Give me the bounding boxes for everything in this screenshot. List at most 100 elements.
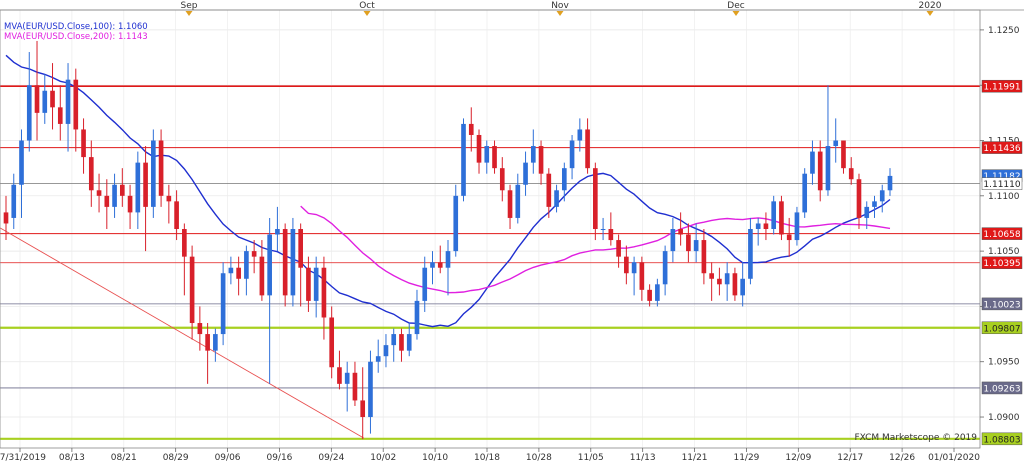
- candle-body-72: [561, 168, 567, 191]
- candle-body-35: [275, 229, 280, 235]
- candle-body-9: [73, 79, 79, 130]
- candle-body-74: [577, 129, 583, 141]
- candle-body-24: [189, 256, 195, 324]
- x-tick-label-12: 11/13: [630, 453, 656, 463]
- month-marker-icon: [926, 11, 934, 16]
- candle-body-1: [11, 184, 17, 218]
- candle-body-17: [135, 162, 141, 213]
- candle-body-44: [344, 372, 350, 384]
- candle-body-48: [375, 356, 381, 362]
- candle-body-18: [143, 162, 148, 207]
- candle-body-19: [151, 140, 156, 207]
- candle-body-75: [585, 129, 590, 169]
- candle-body-92: [717, 278, 722, 285]
- candle-body-84: [655, 284, 660, 301]
- x-tick-label-17: 12/26: [889, 453, 915, 463]
- candle-body-14: [112, 184, 117, 207]
- price-tag-label-7: 1.09807: [983, 324, 1020, 334]
- candle-body-70: [546, 173, 552, 207]
- month-label-1: Oct: [359, 1, 375, 11]
- candle-body-78: [608, 229, 614, 241]
- month-label-4: 2020: [919, 1, 942, 11]
- candle-body-42: [329, 317, 335, 368]
- candle-body-33: [259, 256, 265, 296]
- price-tag-label-3: 1.11110: [983, 180, 1020, 190]
- candle-body-8: [65, 79, 71, 124]
- month-label-2: Nov: [551, 1, 569, 11]
- candle-body-86: [670, 229, 676, 252]
- month-marker-icon: [185, 11, 193, 16]
- month-label-3: Dec: [727, 1, 744, 11]
- legend-ma200: MVA(EUR/USD.Close,200): 1.1143: [4, 32, 148, 42]
- candle-body-113: [879, 190, 885, 202]
- x-tick-label-4: 09/06: [215, 453, 241, 463]
- candle-body-27: [213, 334, 218, 351]
- candle-body-93: [724, 273, 730, 285]
- month-label-0: Sep: [181, 1, 198, 11]
- candle-body-12: [96, 190, 102, 196]
- candle-body-66: [515, 184, 521, 218]
- candle-body-26: [205, 334, 210, 351]
- candles-layer: [3, 40, 893, 440]
- y-tick-label-0: 1.1250: [988, 26, 1020, 36]
- candle-body-90: [701, 240, 707, 274]
- price-tag-bg-6: [981, 297, 1023, 311]
- x-tick-label-2: 08/21: [111, 453, 137, 463]
- candle-body-5: [42, 90, 48, 113]
- candle-body-32: [251, 251, 257, 257]
- candle-body-55: [430, 262, 435, 268]
- candle-body-16: [127, 195, 133, 213]
- candle-body-81: [631, 262, 637, 274]
- candle-body-22: [174, 201, 179, 229]
- candle-body-6: [50, 90, 55, 108]
- candle-body-2: [19, 140, 24, 185]
- candle-body-101: [786, 234, 792, 241]
- x-tick-label-13: 11/21: [682, 453, 708, 463]
- candle-body-85: [662, 251, 668, 285]
- candle-body-99: [771, 201, 777, 229]
- candle-body-100: [779, 201, 784, 235]
- candle-body-7: [57, 107, 63, 124]
- candle-body-0: [3, 212, 9, 224]
- price-tag-bg-8: [981, 381, 1023, 395]
- y-tick-label-6: 1.0950: [988, 358, 1020, 368]
- candle-body-109: [848, 168, 854, 180]
- candle-body-30: [236, 267, 241, 279]
- candle-body-49: [383, 345, 389, 357]
- candle-body-107: [833, 140, 839, 147]
- candle-body-67: [523, 162, 528, 185]
- candle-body-108: [841, 140, 846, 169]
- price-tag-label-9: 1.08803: [983, 435, 1020, 445]
- candle-body-68: [530, 146, 536, 163]
- x-tick-label-16: 12/17: [837, 453, 863, 463]
- price-tag-bg-7: [981, 321, 1023, 335]
- trendline-layer: [0, 227, 364, 439]
- price-tag-bg-4: [981, 227, 1023, 240]
- x-tick-label-5: 09/16: [266, 453, 292, 463]
- candle-body-29: [228, 267, 234, 274]
- candle-body-94: [732, 273, 738, 296]
- candle-body-60: [468, 123, 474, 135]
- candle-body-65: [507, 190, 513, 218]
- candle-body-91: [709, 273, 714, 279]
- x-tick-label-0: 07/31/2019: [0, 453, 46, 463]
- candle-body-79: [616, 240, 621, 257]
- candle-body-36: [282, 229, 288, 296]
- candle-body-111: [864, 206, 870, 218]
- candle-body-15: [119, 184, 125, 196]
- price-tag-bg-5: [981, 256, 1023, 269]
- candle-body-96: [748, 229, 753, 279]
- levels-layer: [0, 85, 980, 440]
- y-tick-label-4: 1.1050: [988, 247, 1020, 257]
- candle-body-38: [298, 229, 303, 268]
- candle-body-106: [825, 146, 831, 191]
- x-tick-label-15: 12/09: [785, 453, 811, 463]
- month-marker-icon: [732, 11, 740, 16]
- candle-body-89: [693, 240, 699, 252]
- price-tag-label-6: 1.10023: [983, 300, 1020, 310]
- candle-body-20: [158, 140, 164, 196]
- price-tag-label-5: 1.10395: [983, 259, 1020, 269]
- candle-body-34: [267, 234, 272, 296]
